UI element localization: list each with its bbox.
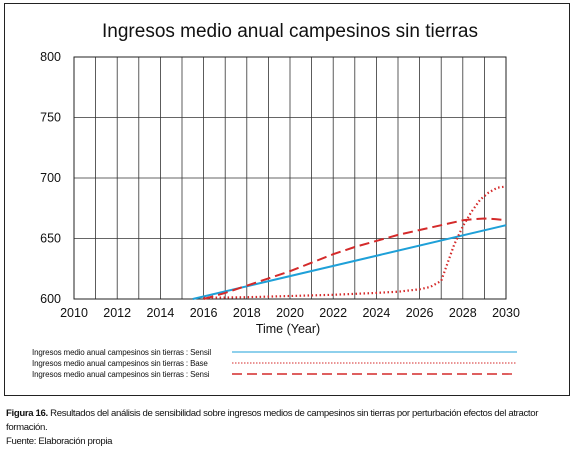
y-tick-label: 700 xyxy=(40,171,61,185)
x-tick-label: 2028 xyxy=(449,306,477,320)
legend: Ingresos medio anual campesinos sin tier… xyxy=(32,348,517,379)
x-tick-label: 2026 xyxy=(406,306,434,320)
x-tick-label: 2018 xyxy=(233,306,261,320)
x-tick-label: 2024 xyxy=(362,306,390,320)
tick-labels: 2010 2012 2014 2016 2018 2020 2022 2024 2026 2028… xyxy=(40,50,520,320)
chart-title: Ingresos medio anual campesinos sin tier… xyxy=(102,21,478,42)
grid xyxy=(74,57,506,299)
x-tick-label: 2016 xyxy=(190,306,218,320)
x-tick-label: 2010 xyxy=(60,306,88,320)
y-tick-label: 650 xyxy=(40,232,61,246)
figure-caption: Figura 16. Resultados del análisis de se… xyxy=(6,407,571,449)
y-tick-label: 750 xyxy=(40,111,61,125)
chart-frame xyxy=(4,3,570,396)
series-line-3 xyxy=(203,217,507,300)
caption-figure-number: Figura 16. xyxy=(6,408,48,419)
caption-text: Resultados del análisis de sensibilidad … xyxy=(6,408,539,433)
series-line-1 xyxy=(192,224,507,300)
series-lines xyxy=(192,185,507,300)
legend-label: Ingresos medio anual campesinos sin tier… xyxy=(32,370,210,379)
legend-label: Ingresos medio anual campesinos sin tier… xyxy=(32,348,211,357)
caption-source: Fuente: Elaboración propia xyxy=(6,436,113,447)
x-tick-label: 2014 xyxy=(146,306,174,320)
x-tick-label: 2030 xyxy=(492,306,520,320)
x-tick-label: 2012 xyxy=(103,306,131,320)
x-tick-label: 2022 xyxy=(319,306,347,320)
line-chart: Ingresos medio anual campesinos sin tier… xyxy=(32,21,520,379)
legend-label: Ingresos medio anual campesinos sin tier… xyxy=(32,359,208,368)
x-tick-label: 2020 xyxy=(276,306,304,320)
y-tick-label: 600 xyxy=(40,292,61,306)
plot-area xyxy=(73,56,507,300)
y-tick-label: 800 xyxy=(40,50,61,64)
x-axis-label: Time (Year) xyxy=(256,322,320,336)
